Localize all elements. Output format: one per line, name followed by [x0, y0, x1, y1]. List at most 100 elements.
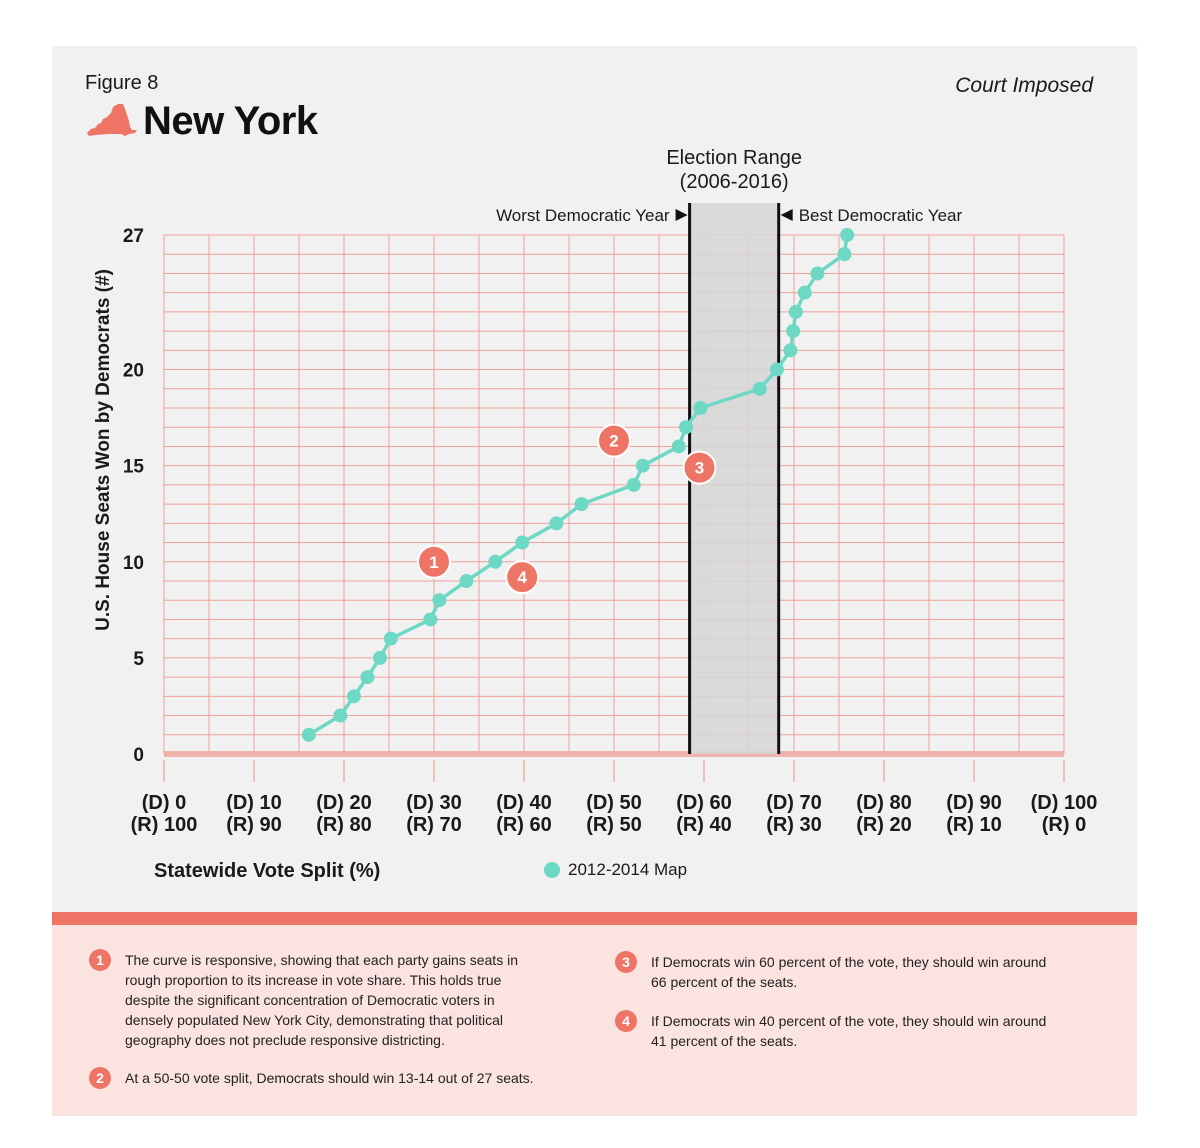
- x-tick-label-dem: (D) 10: [226, 792, 282, 814]
- y-tick-label: 10: [123, 553, 144, 574]
- x-tick-label-rep: (R) 60: [496, 814, 552, 836]
- annotation-number: 4: [517, 568, 527, 587]
- page-title: New York: [143, 98, 318, 143]
- x-tick-label-rep: (R) 30: [766, 814, 822, 836]
- election-range-label: Election Range: [666, 147, 802, 169]
- series-point: [671, 439, 686, 454]
- series-point: [679, 420, 693, 435]
- x-tick-label-dem: (D) 90: [946, 792, 1002, 814]
- zero-baseline: [164, 751, 1064, 757]
- series-point: [459, 574, 474, 588]
- notes-divider: [52, 912, 1137, 925]
- x-tick-label-rep: (R) 50: [586, 814, 642, 836]
- series-point: [346, 689, 361, 704]
- x-tick-label-dem: (D) 30: [406, 792, 462, 814]
- y-tick-label: 5: [133, 649, 144, 670]
- series-point: [626, 477, 641, 492]
- x-tick-label-dem: (D) 100: [1031, 792, 1098, 814]
- series-point: [574, 497, 589, 512]
- tick-layer: 0 5 10 15 20 27 (D) 0(R) 100 (D) 10(R) 90 (D) 20…: [123, 226, 1097, 836]
- chart-area: Figure 8 New York Court Imposed Election…: [52, 46, 1137, 912]
- series-point: [635, 458, 650, 473]
- title-row: New York: [85, 98, 318, 144]
- grid-layer: [163, 234, 1065, 782]
- annotation-badge: [417, 544, 451, 579]
- figure-panel: Figure 8 New York Court Imposed Election…: [52, 46, 1137, 1116]
- series-point: [752, 381, 767, 396]
- annotation-number: 2: [609, 432, 618, 451]
- note-text: If Democrats win 60 percent of the vote,…: [651, 954, 1047, 990]
- x-tick-label-rep: (R) 20: [856, 814, 912, 836]
- legend: 2012-2014 Map: [544, 860, 687, 880]
- series-point: [423, 612, 438, 627]
- annotation-badge: [505, 560, 540, 595]
- note-number-badge: 3: [615, 951, 637, 973]
- x-tick-label-rep: (R) 100: [131, 814, 198, 836]
- x-tick-label-rep: (R) 0: [1042, 814, 1086, 836]
- x-tick-label-dem: (D) 20: [316, 792, 372, 814]
- new-york-state-icon: [87, 104, 137, 136]
- note-text: At a 50-50 vote split, Democrats should …: [125, 1070, 534, 1086]
- series-point: [549, 516, 564, 531]
- series-point: [788, 304, 803, 319]
- legend-swatch: [544, 862, 560, 878]
- series-point: [333, 708, 348, 723]
- series-point: [301, 727, 316, 742]
- x-tick-label-dem: (D) 0: [142, 792, 186, 814]
- note-number-badge: 2: [89, 1067, 111, 1089]
- note-3: 3 If Democrats win 60 percent of the vot…: [615, 951, 1115, 992]
- notes-section: 1 The curve is responsive, showing that …: [52, 925, 1137, 1116]
- x-tick-label-dem: (D) 60: [676, 792, 732, 814]
- annotation-number: 3: [695, 459, 704, 478]
- x-tick-label-rep: (R) 10: [946, 814, 1002, 836]
- x-tick-label-rep: (R) 40: [676, 814, 732, 836]
- series-layer: [301, 228, 855, 742]
- series-point: [786, 324, 801, 339]
- x-tick-label-rep: (R) 80: [316, 814, 372, 836]
- x-tick-label-rep: (R) 70: [406, 814, 462, 836]
- x-axis-title: Statewide Vote Split (%): [154, 860, 381, 882]
- x-tick-label-dem: (D) 50: [586, 792, 642, 814]
- best-year-label: Best Democratic Year: [799, 206, 963, 225]
- x-tick-label-dem: (D) 70: [766, 792, 822, 814]
- annotation-layer: 1 2 3 4: [417, 423, 717, 595]
- note-4: 4 If Democrats win 40 percent of the vot…: [615, 1010, 1115, 1051]
- court-imposed-label: Court Imposed: [955, 74, 1093, 97]
- series-point: [769, 362, 784, 377]
- y-tick-label: 20: [123, 361, 144, 382]
- series-point: [837, 247, 852, 262]
- series-point: [810, 266, 825, 281]
- figure-label: Figure 8: [85, 72, 159, 94]
- series-point: [383, 631, 398, 646]
- annotation-number: 1: [429, 553, 438, 572]
- left-arrow-icon: [675, 209, 688, 221]
- note-2: 2 At a 50-50 vote split, Democrats shoul…: [89, 1067, 649, 1089]
- series-point: [840, 228, 855, 242]
- series-point: [693, 401, 708, 415]
- note-number-badge: 1: [89, 949, 111, 971]
- y-axis-title: U.S. House Seats Won by Democrats (#): [93, 269, 114, 631]
- chart-svg: Election Range(2006-2016) Worst Democrati…: [93, 147, 1097, 836]
- y-tick-label: 15: [123, 457, 145, 478]
- note-text: If Democrats win 40 percent of the vote,…: [651, 1013, 1047, 1049]
- election-range-years: (2006-2016): [680, 171, 789, 193]
- election-range-layer: Election Range(2006-2016) Worst Democrati…: [496, 147, 963, 754]
- y-tick-label: 27: [123, 226, 144, 247]
- x-tick-label-dem: (D) 40: [496, 792, 552, 814]
- series-point: [797, 285, 812, 300]
- x-tick-label-dem: (D) 80: [856, 792, 912, 814]
- legend-label: 2012-2014 Map: [568, 860, 688, 879]
- annotation-badge: [682, 450, 717, 485]
- right-arrow-icon: [780, 209, 793, 221]
- series-point: [515, 535, 530, 550]
- series-point: [360, 670, 375, 685]
- series-point: [783, 343, 798, 358]
- series-point: [373, 650, 387, 665]
- worst-year-label: Worst Democratic Year: [496, 206, 670, 225]
- y-tick-label: 0: [133, 745, 144, 766]
- note-number-badge: 4: [615, 1010, 637, 1032]
- note-1: 1 The curve is responsive, showing that …: [89, 949, 569, 1050]
- note-text: The curve is responsive, showing that ea…: [125, 952, 518, 1048]
- series-point: [432, 593, 447, 608]
- annotation-badge: [597, 423, 631, 458]
